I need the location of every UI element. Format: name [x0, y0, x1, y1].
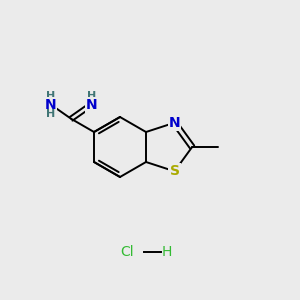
- Text: Cl: Cl: [121, 245, 134, 259]
- Text: H: H: [46, 109, 55, 119]
- Text: H: H: [87, 91, 97, 101]
- Text: N: N: [86, 98, 98, 112]
- Text: S: S: [169, 164, 179, 178]
- Text: H: H: [46, 91, 55, 101]
- Text: N: N: [45, 98, 56, 112]
- Text: H: H: [161, 245, 172, 259]
- Text: N: N: [169, 116, 180, 130]
